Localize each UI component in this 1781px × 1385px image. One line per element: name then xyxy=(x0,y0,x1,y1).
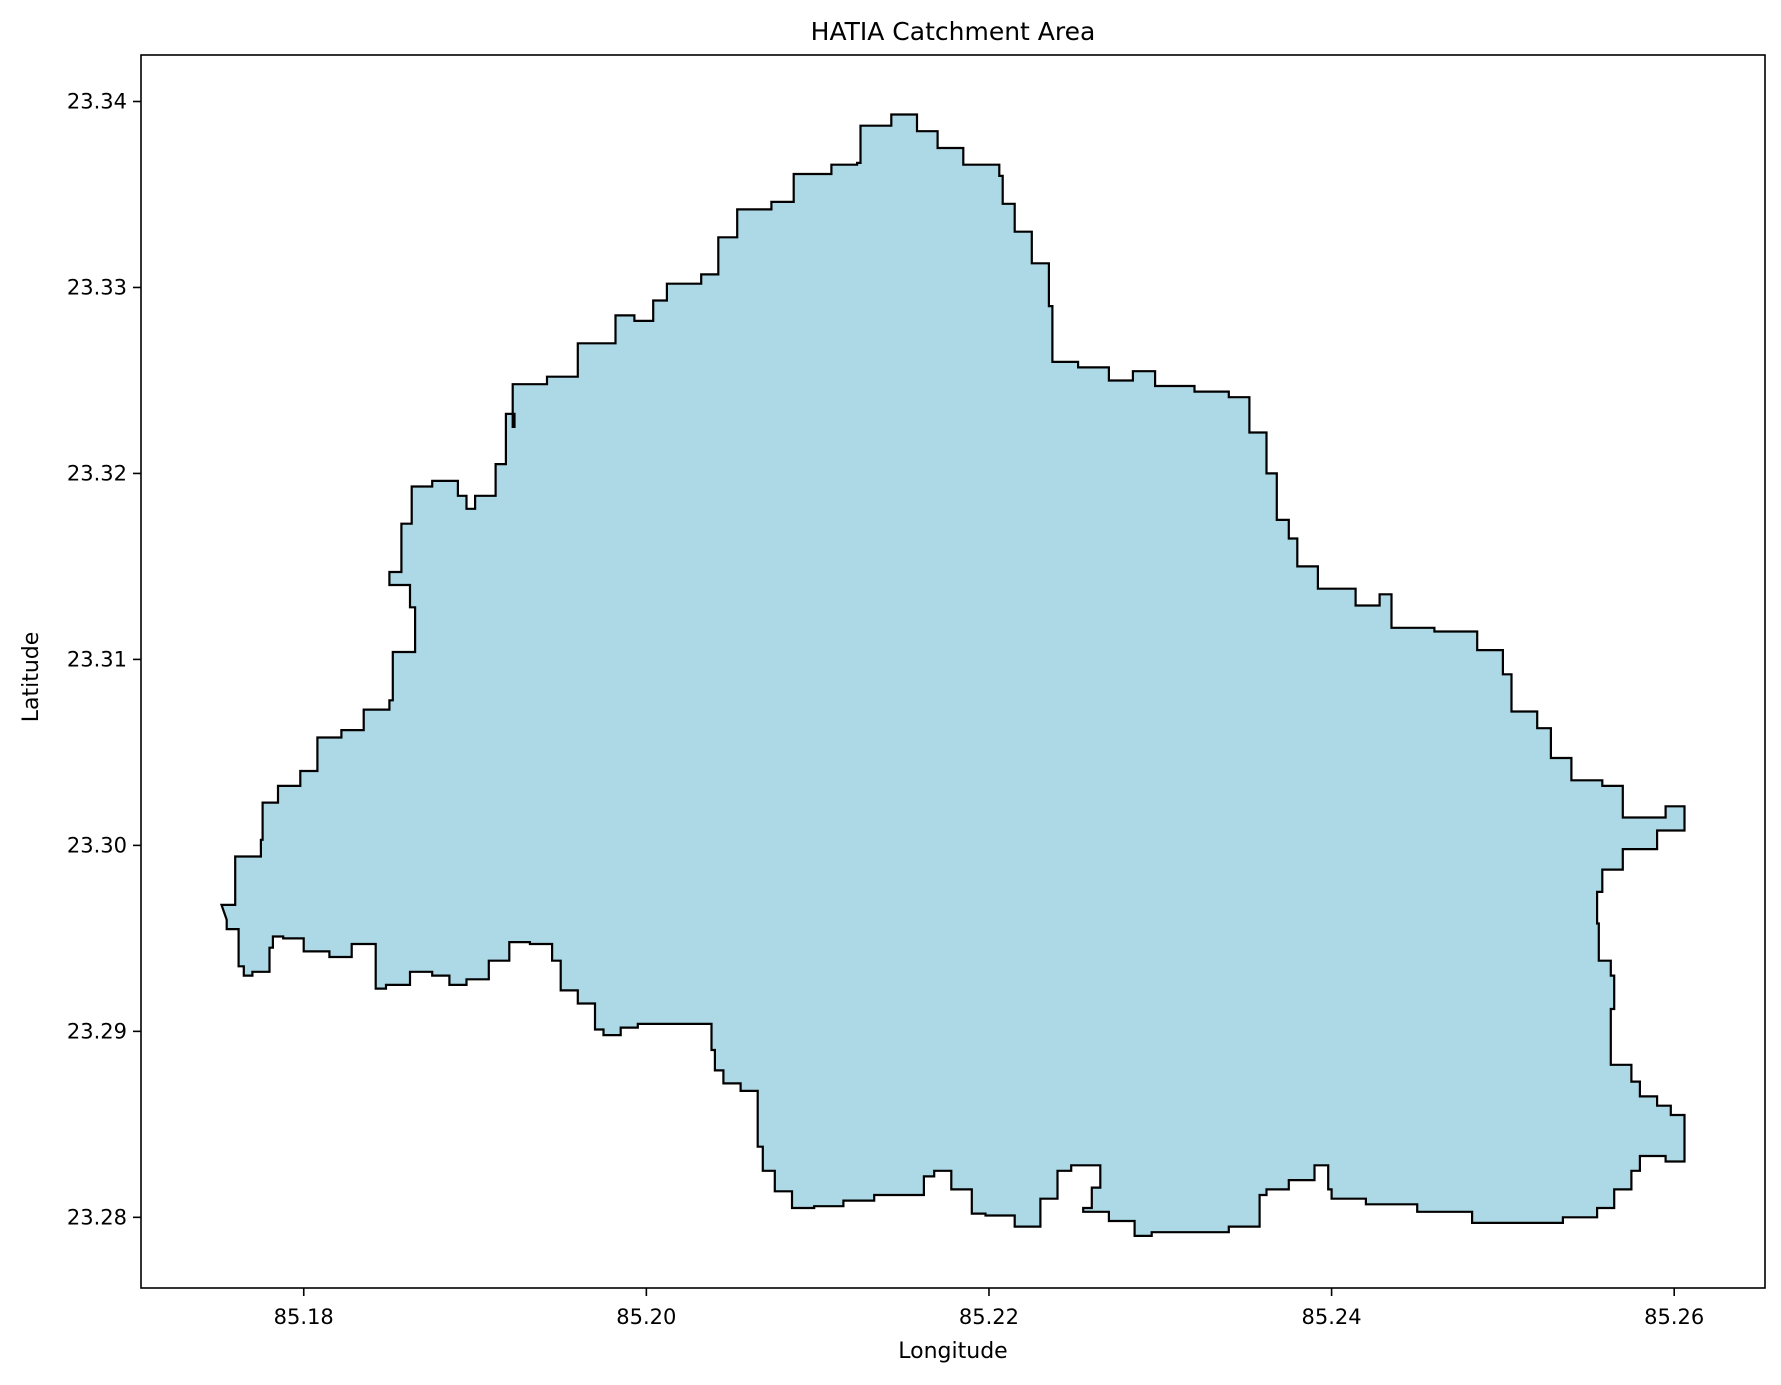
y-axis-ticks: 23.28 23.29 23.30 23.31 23.32 23.33 23.34 xyxy=(67,89,141,1229)
plot-frame xyxy=(140,54,1766,1289)
x-axis-ticks: 85.18 85.20 85.22 85.24 85.26 xyxy=(274,1288,1704,1329)
x-tick-label: 85.26 xyxy=(1644,1305,1704,1329)
x-tick-label: 85.18 xyxy=(274,1305,334,1329)
x-tick-label: 85.20 xyxy=(616,1305,676,1329)
y-tick-label: 23.29 xyxy=(67,1019,127,1043)
y-tick-label: 23.34 xyxy=(67,89,127,113)
catchment-polygon xyxy=(219,113,1686,1237)
y-tick-label: 23.32 xyxy=(67,461,127,485)
x-axis-label: Longitude xyxy=(898,1339,1007,1364)
y-tick-label: 23.28 xyxy=(67,1205,127,1229)
chart-title: HATIA Catchment Area xyxy=(811,17,1096,46)
x-tick-label: 85.22 xyxy=(959,1305,1019,1329)
y-axis-label: Latitude xyxy=(19,632,44,723)
y-tick-label: 23.30 xyxy=(67,833,127,857)
y-tick-label: 23.31 xyxy=(67,647,127,671)
y-tick-label: 23.33 xyxy=(67,275,127,299)
plot-area xyxy=(219,113,1686,1237)
x-tick-label: 85.24 xyxy=(1302,1305,1362,1329)
